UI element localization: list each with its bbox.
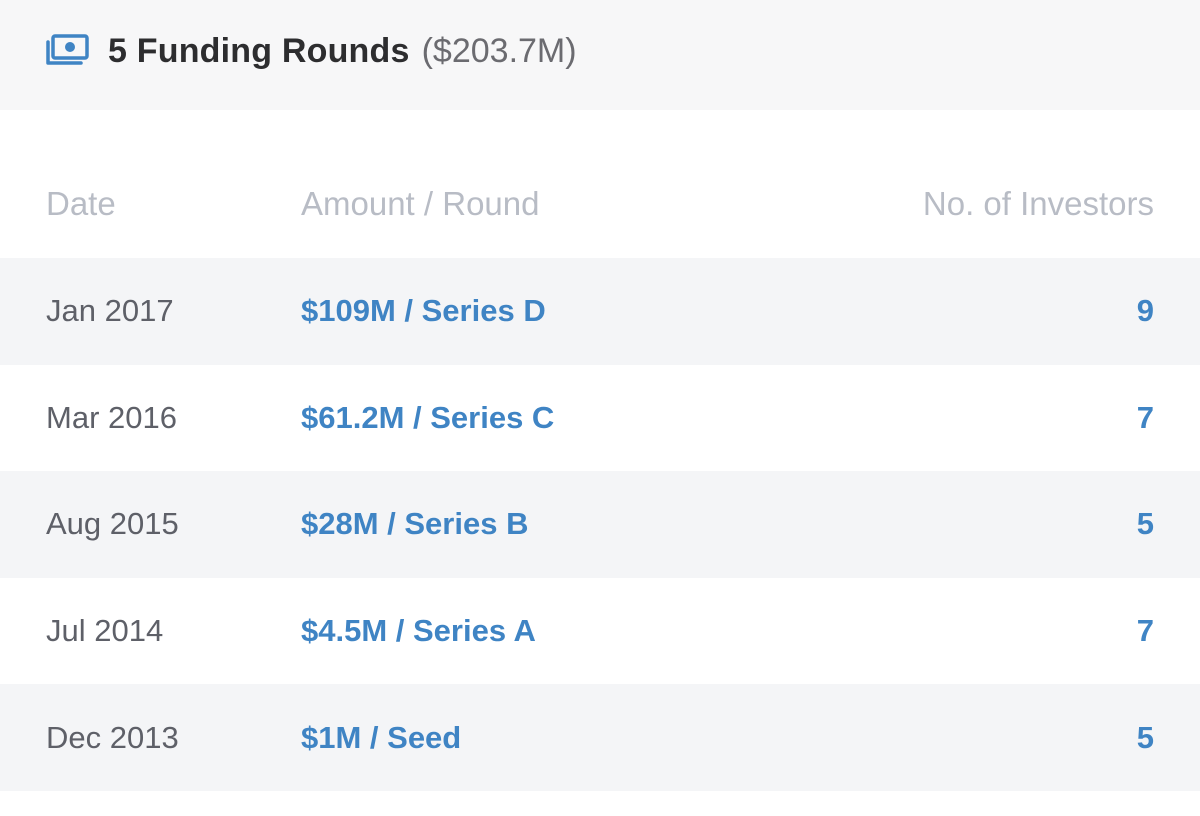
row-date: Dec 2013	[46, 719, 179, 755]
funding-rounds-table: Date Amount / Round No. of Investors Jan…	[0, 150, 1200, 791]
table-row: Jul 2014 $4.5M / Series A 7	[0, 578, 1200, 685]
table-header: Date Amount / Round No. of Investors	[0, 150, 1200, 258]
row-amount-link[interactable]: $109M / Series D	[301, 293, 546, 329]
row-investors-link[interactable]: 7	[1136, 613, 1154, 649]
column-header-investors[interactable]: No. of Investors	[922, 185, 1154, 222]
funding-rounds-header: 5 Funding Rounds ($203.7M)	[0, 0, 1200, 110]
row-date: Aug 2015	[46, 506, 179, 542]
row-date: Jul 2014	[46, 613, 164, 649]
column-header-amount[interactable]: Amount / Round	[301, 185, 540, 222]
row-date: Jan 2017	[46, 293, 174, 329]
column-header-date[interactable]: Date	[46, 185, 116, 222]
table-row: Mar 2016 $61.2M / Series C 7	[0, 365, 1200, 472]
table-row: Aug 2015 $28M / Series B 5	[0, 471, 1200, 578]
row-amount-link[interactable]: $61.2M / Series C	[301, 399, 555, 435]
page-title: 5 Funding Rounds	[108, 31, 410, 70]
row-amount-link[interactable]: $4.5M / Series A	[301, 613, 536, 649]
row-investors-link[interactable]: 9	[1136, 293, 1154, 329]
money-icon	[44, 34, 90, 68]
row-amount-link[interactable]: $1M / Seed	[301, 719, 462, 755]
total-amount: ($203.7M)	[421, 31, 577, 70]
row-investors-link[interactable]: 7	[1136, 399, 1154, 435]
row-investors-link[interactable]: 5	[1136, 506, 1154, 542]
row-date: Mar 2016	[46, 399, 177, 435]
row-amount-link[interactable]: $28M / Series B	[301, 506, 529, 542]
table-row: Jan 2017 $109M / Series D 9	[0, 258, 1200, 365]
table-row: Dec 2013 $1M / Seed 5	[0, 684, 1200, 791]
row-investors-link[interactable]: 5	[1136, 719, 1154, 755]
